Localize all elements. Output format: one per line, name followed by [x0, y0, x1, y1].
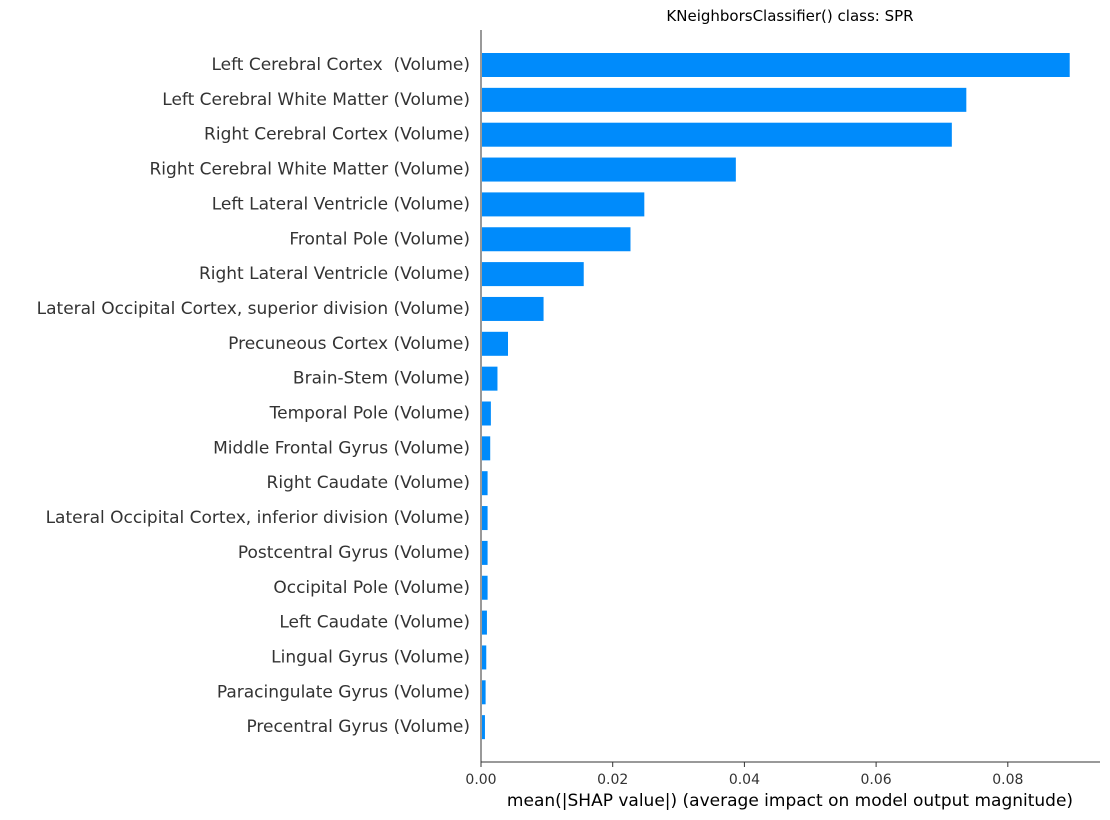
bar-1 [482, 87, 967, 112]
category-label-12: Right Caudate (Volume) [267, 473, 470, 493]
bar-6 [482, 262, 584, 287]
category-label-19: Precentral Gyrus (Volume) [246, 717, 470, 737]
bar-8 [482, 331, 508, 356]
category-label-9: Brain-Stem (Volume) [293, 369, 470, 389]
bar-18 [482, 680, 486, 705]
category-label-14: Postcentral Gyrus (Volume) [238, 543, 470, 563]
category-label-10: Temporal Pole (Volume) [269, 404, 470, 424]
bar-2 [482, 122, 952, 147]
category-label-5: Frontal Pole (Volume) [289, 229, 470, 249]
bar-9 [482, 366, 498, 391]
x-ticks-group: 0.00 0.02 0.04 0.06 0.08 [465, 762, 1023, 788]
x-tick-label-3: 0.06 [861, 772, 892, 788]
bars-group [482, 53, 1070, 740]
x-tick-label-2: 0.04 [729, 772, 760, 788]
x-tick-label-4: 0.08 [992, 772, 1023, 788]
bar-12 [482, 471, 488, 496]
bar-4 [482, 192, 645, 217]
category-label-18: Paracingulate Gyrus (Volume) [217, 682, 470, 702]
category-labels-group: Left Cerebral Cortex (Volume) Left Cerebr… [37, 55, 470, 737]
x-axis-label: mean(|SHAP value|) (average impact on mo… [507, 791, 1073, 811]
category-label-4: Left Lateral Ventricle (Volume) [212, 194, 470, 214]
bar-7 [482, 296, 544, 321]
bar-3 [482, 157, 736, 182]
category-label-15: Occipital Pole (Volume) [273, 578, 470, 598]
x-tick-label-0: 0.00 [465, 772, 496, 788]
category-label-7: Lateral Occipital Cortex, superior divis… [37, 299, 470, 319]
category-label-16: Left Caudate (Volume) [279, 613, 470, 633]
bar-0 [482, 53, 1070, 77]
bar-19 [482, 715, 485, 740]
chart-title: KNeighborsClassifier() class: SPR [666, 7, 913, 25]
category-label-2: Right Cerebral Cortex (Volume) [204, 125, 470, 145]
bar-15 [482, 575, 488, 600]
category-label-0: Left Cerebral Cortex (Volume) [211, 55, 470, 75]
category-label-13: Lateral Occipital Cortex, inferior divis… [46, 508, 470, 528]
category-label-11: Middle Frontal Gyrus (Volume) [213, 438, 470, 458]
category-label-3: Right Cerebral White Matter (Volume) [150, 160, 471, 180]
category-label-17: Lingual Gyrus (Volume) [271, 647, 470, 667]
bar-5 [482, 227, 631, 252]
category-label-1: Left Cerebral White Matter (Volume) [162, 90, 470, 110]
bar-17 [482, 645, 487, 670]
bar-14 [482, 540, 488, 565]
bar-10 [482, 401, 491, 426]
bar-16 [482, 610, 487, 635]
x-tick-label-1: 0.02 [597, 772, 628, 788]
category-label-8: Precuneous Cortex (Volume) [228, 334, 470, 354]
category-label-6: Right Lateral Ventricle (Volume) [199, 264, 470, 284]
bar-11 [482, 436, 491, 461]
bar-13 [482, 506, 488, 531]
